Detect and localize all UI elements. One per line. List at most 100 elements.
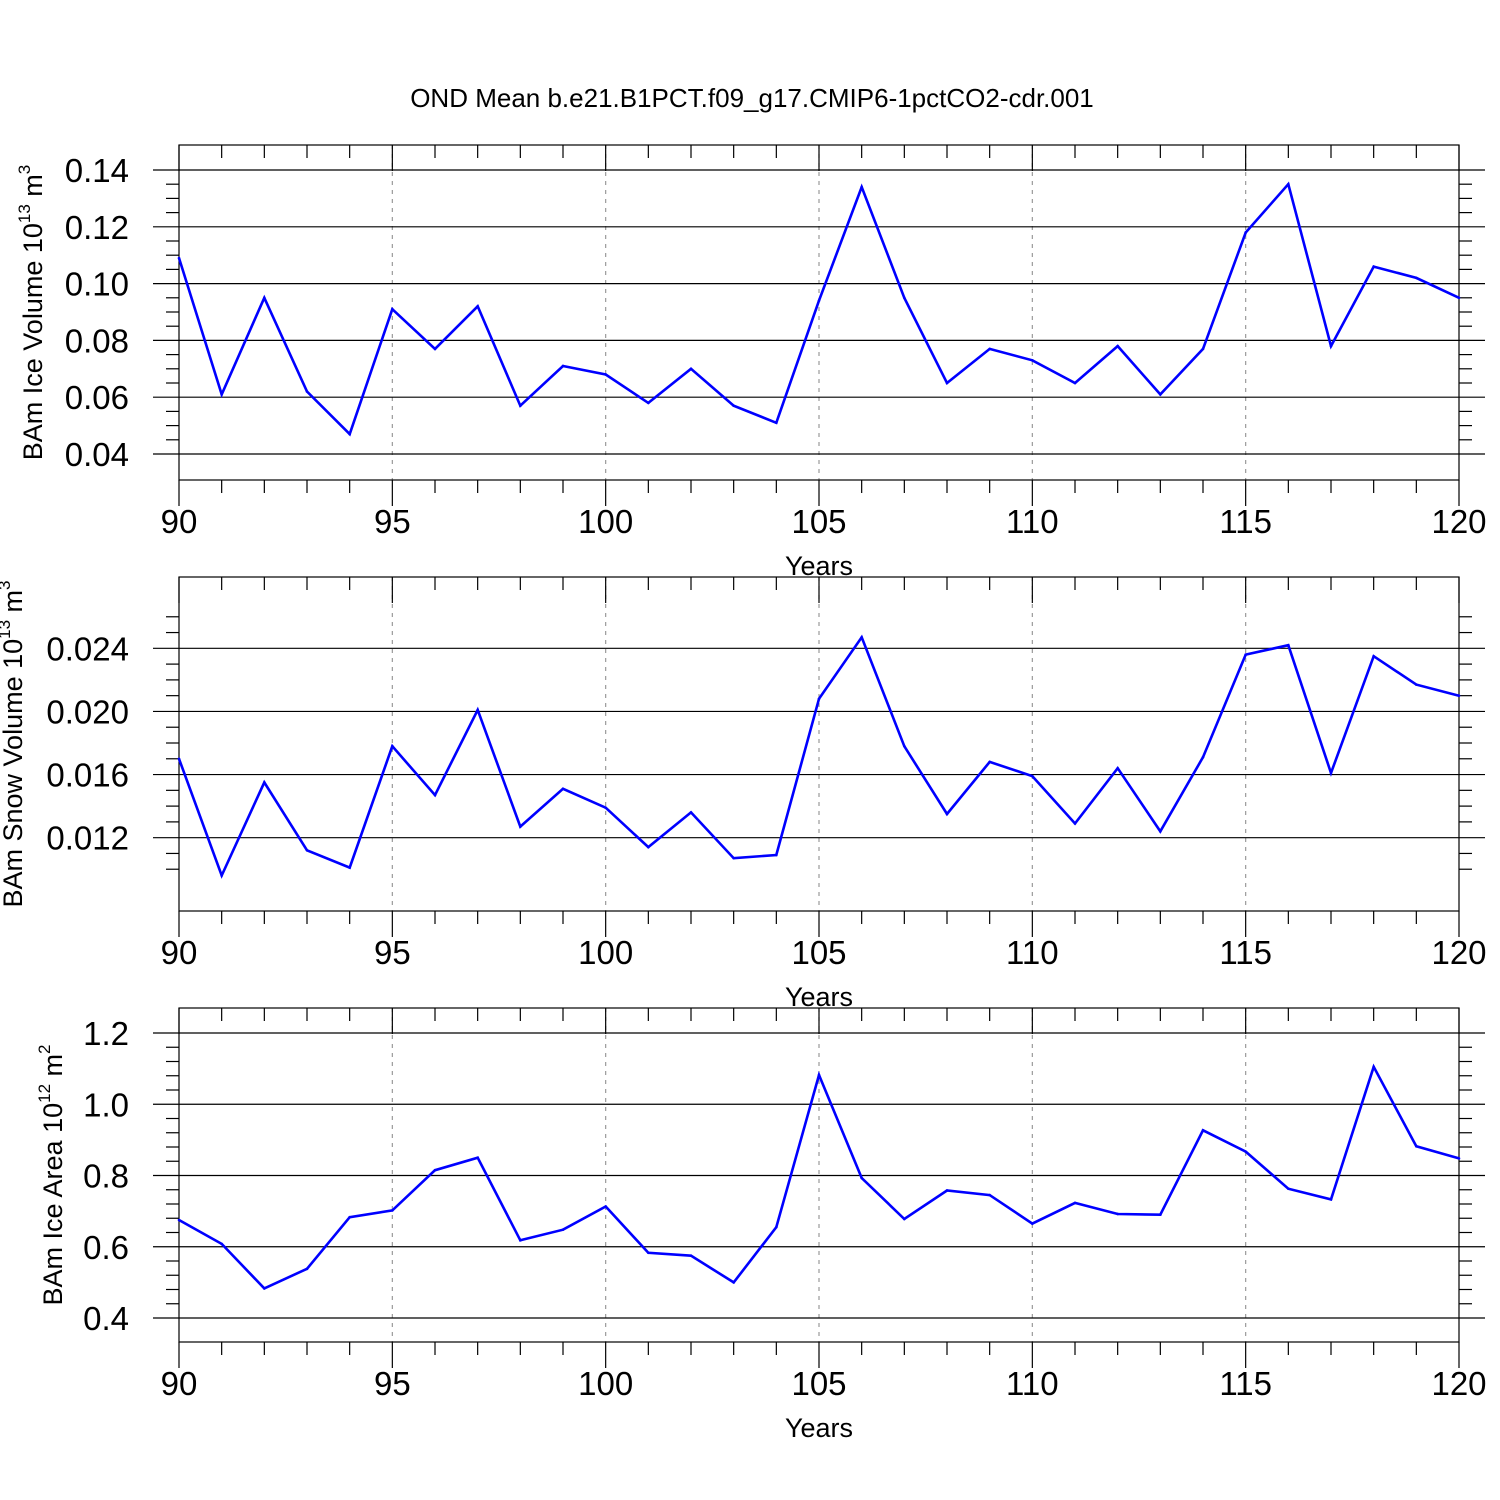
data-point — [433, 1168, 437, 1172]
data-point — [604, 373, 607, 376]
data-point — [817, 299, 821, 302]
panel-ice-volume: 0.04 0.06 0.08 0.10 0.12 0.14 90 95 100 105 110 115… — [15, 144, 1487, 581]
x-tick-label: 105 — [791, 503, 846, 540]
data-point — [732, 404, 735, 408]
data-point — [903, 296, 906, 300]
data-point — [775, 853, 778, 857]
data-point — [1287, 182, 1290, 186]
data-point — [945, 812, 949, 816]
y-tick-label: 0.020 — [46, 693, 129, 730]
data-point — [391, 744, 394, 748]
data-point — [860, 185, 863, 189]
data-point — [305, 390, 309, 393]
y-axis-label-text: m — [0, 590, 28, 620]
x-tick-label: 90 — [161, 1365, 198, 1402]
data-point — [1372, 265, 1375, 268]
data-point — [689, 367, 693, 371]
y-axis-label: BAm Snow Volume 1013 m3 — [0, 580, 28, 907]
data-point — [860, 635, 863, 639]
y-tick-label: 0.14 — [65, 152, 129, 189]
data-point — [817, 1073, 821, 1077]
plot-frame — [178, 144, 1460, 481]
x-tick-label: 115 — [1219, 503, 1272, 540]
data-point — [988, 1193, 991, 1197]
y-tick-label: 0.08 — [65, 322, 129, 359]
data-point — [903, 1217, 906, 1221]
x-tick-label: 100 — [578, 1365, 633, 1402]
data-point — [860, 1176, 863, 1180]
data-point — [561, 364, 565, 368]
y-tick-label: 0.10 — [65, 266, 129, 303]
data-point — [519, 825, 522, 828]
y-tick-label: 0.012 — [46, 820, 129, 857]
data-point — [1116, 344, 1119, 348]
panel-ice-area: 0.4 0.6 0.8 1.0 1.2 90 95 100 105 110 115 120 Years B… — [35, 1007, 1487, 1443]
data-point — [391, 307, 394, 311]
data-point — [988, 760, 991, 764]
data-point — [476, 305, 479, 308]
x-tick-label: 105 — [791, 1365, 846, 1402]
data-point — [1329, 1198, 1333, 1201]
data-point — [561, 1228, 565, 1231]
data-point — [1201, 755, 1205, 759]
data-point — [1031, 1222, 1034, 1225]
data-point — [647, 1251, 650, 1255]
data-point — [1073, 822, 1077, 825]
data-point — [1201, 347, 1205, 351]
data-point — [1159, 1213, 1162, 1216]
data-point — [220, 393, 223, 396]
y-axis-label-superscript: 2 — [35, 1045, 54, 1054]
x-tick-label: 115 — [1219, 934, 1272, 971]
x-tick-label: 90 — [161, 934, 198, 971]
data-point — [476, 1156, 479, 1159]
data-point — [945, 381, 949, 385]
y-axis-label-superscript: 3 — [0, 580, 14, 589]
y-tick-label: 0.06 — [65, 379, 129, 416]
data-point — [775, 1225, 778, 1229]
data-point — [775, 421, 778, 425]
data-point — [433, 793, 437, 797]
data-point — [689, 811, 693, 814]
data-point — [1415, 276, 1418, 280]
data-point — [647, 845, 650, 849]
chart-title: OND Mean b.e21.B1PCT.f09_g17.CMIP6-1pctC… — [410, 83, 1094, 113]
data-point — [1159, 830, 1162, 833]
x-tick-label: 95 — [374, 1365, 411, 1402]
x-tick-label: 120 — [1431, 1365, 1486, 1402]
x-tick-label: 100 — [578, 503, 633, 540]
data-point — [519, 404, 522, 408]
data-point — [1457, 296, 1461, 300]
data-point — [476, 708, 479, 712]
data-point — [519, 1239, 522, 1242]
y-tick-label: 1.0 — [83, 1086, 129, 1123]
data-point — [177, 256, 181, 260]
data-point — [1287, 1187, 1290, 1190]
data-point — [263, 296, 266, 300]
data-point — [263, 1287, 266, 1290]
data-point — [1116, 766, 1119, 770]
x-tick-label: 120 — [1431, 934, 1486, 971]
data-point — [305, 848, 309, 852]
y-axis-label: BAm Ice Area 1012 m2 — [35, 1045, 68, 1306]
y-tick-label: 0.6 — [83, 1229, 129, 1266]
data-point — [391, 1209, 394, 1212]
y-tick-label: 0.024 — [46, 630, 129, 667]
data-point — [177, 757, 181, 761]
data-point — [604, 1205, 607, 1208]
data-point — [1244, 653, 1247, 656]
data-point — [348, 1215, 351, 1219]
data-point — [1287, 643, 1290, 647]
y-axis-label-text: BAm Ice Area 10 — [38, 1103, 68, 1306]
x-tick-label: 110 — [1006, 934, 1059, 971]
y-tick-label: 1.2 — [83, 1015, 129, 1052]
data-point — [945, 1189, 949, 1192]
data-point — [732, 1281, 735, 1284]
data-point — [263, 781, 266, 784]
data-point — [220, 874, 223, 877]
x-tick-label: 110 — [1006, 503, 1059, 540]
data-point — [1457, 1157, 1461, 1160]
y-axis-label-text: m — [18, 174, 48, 204]
x-tick-label: 115 — [1219, 1365, 1272, 1402]
y-tick-label: 0.04 — [65, 436, 129, 473]
data-point — [1031, 774, 1034, 778]
